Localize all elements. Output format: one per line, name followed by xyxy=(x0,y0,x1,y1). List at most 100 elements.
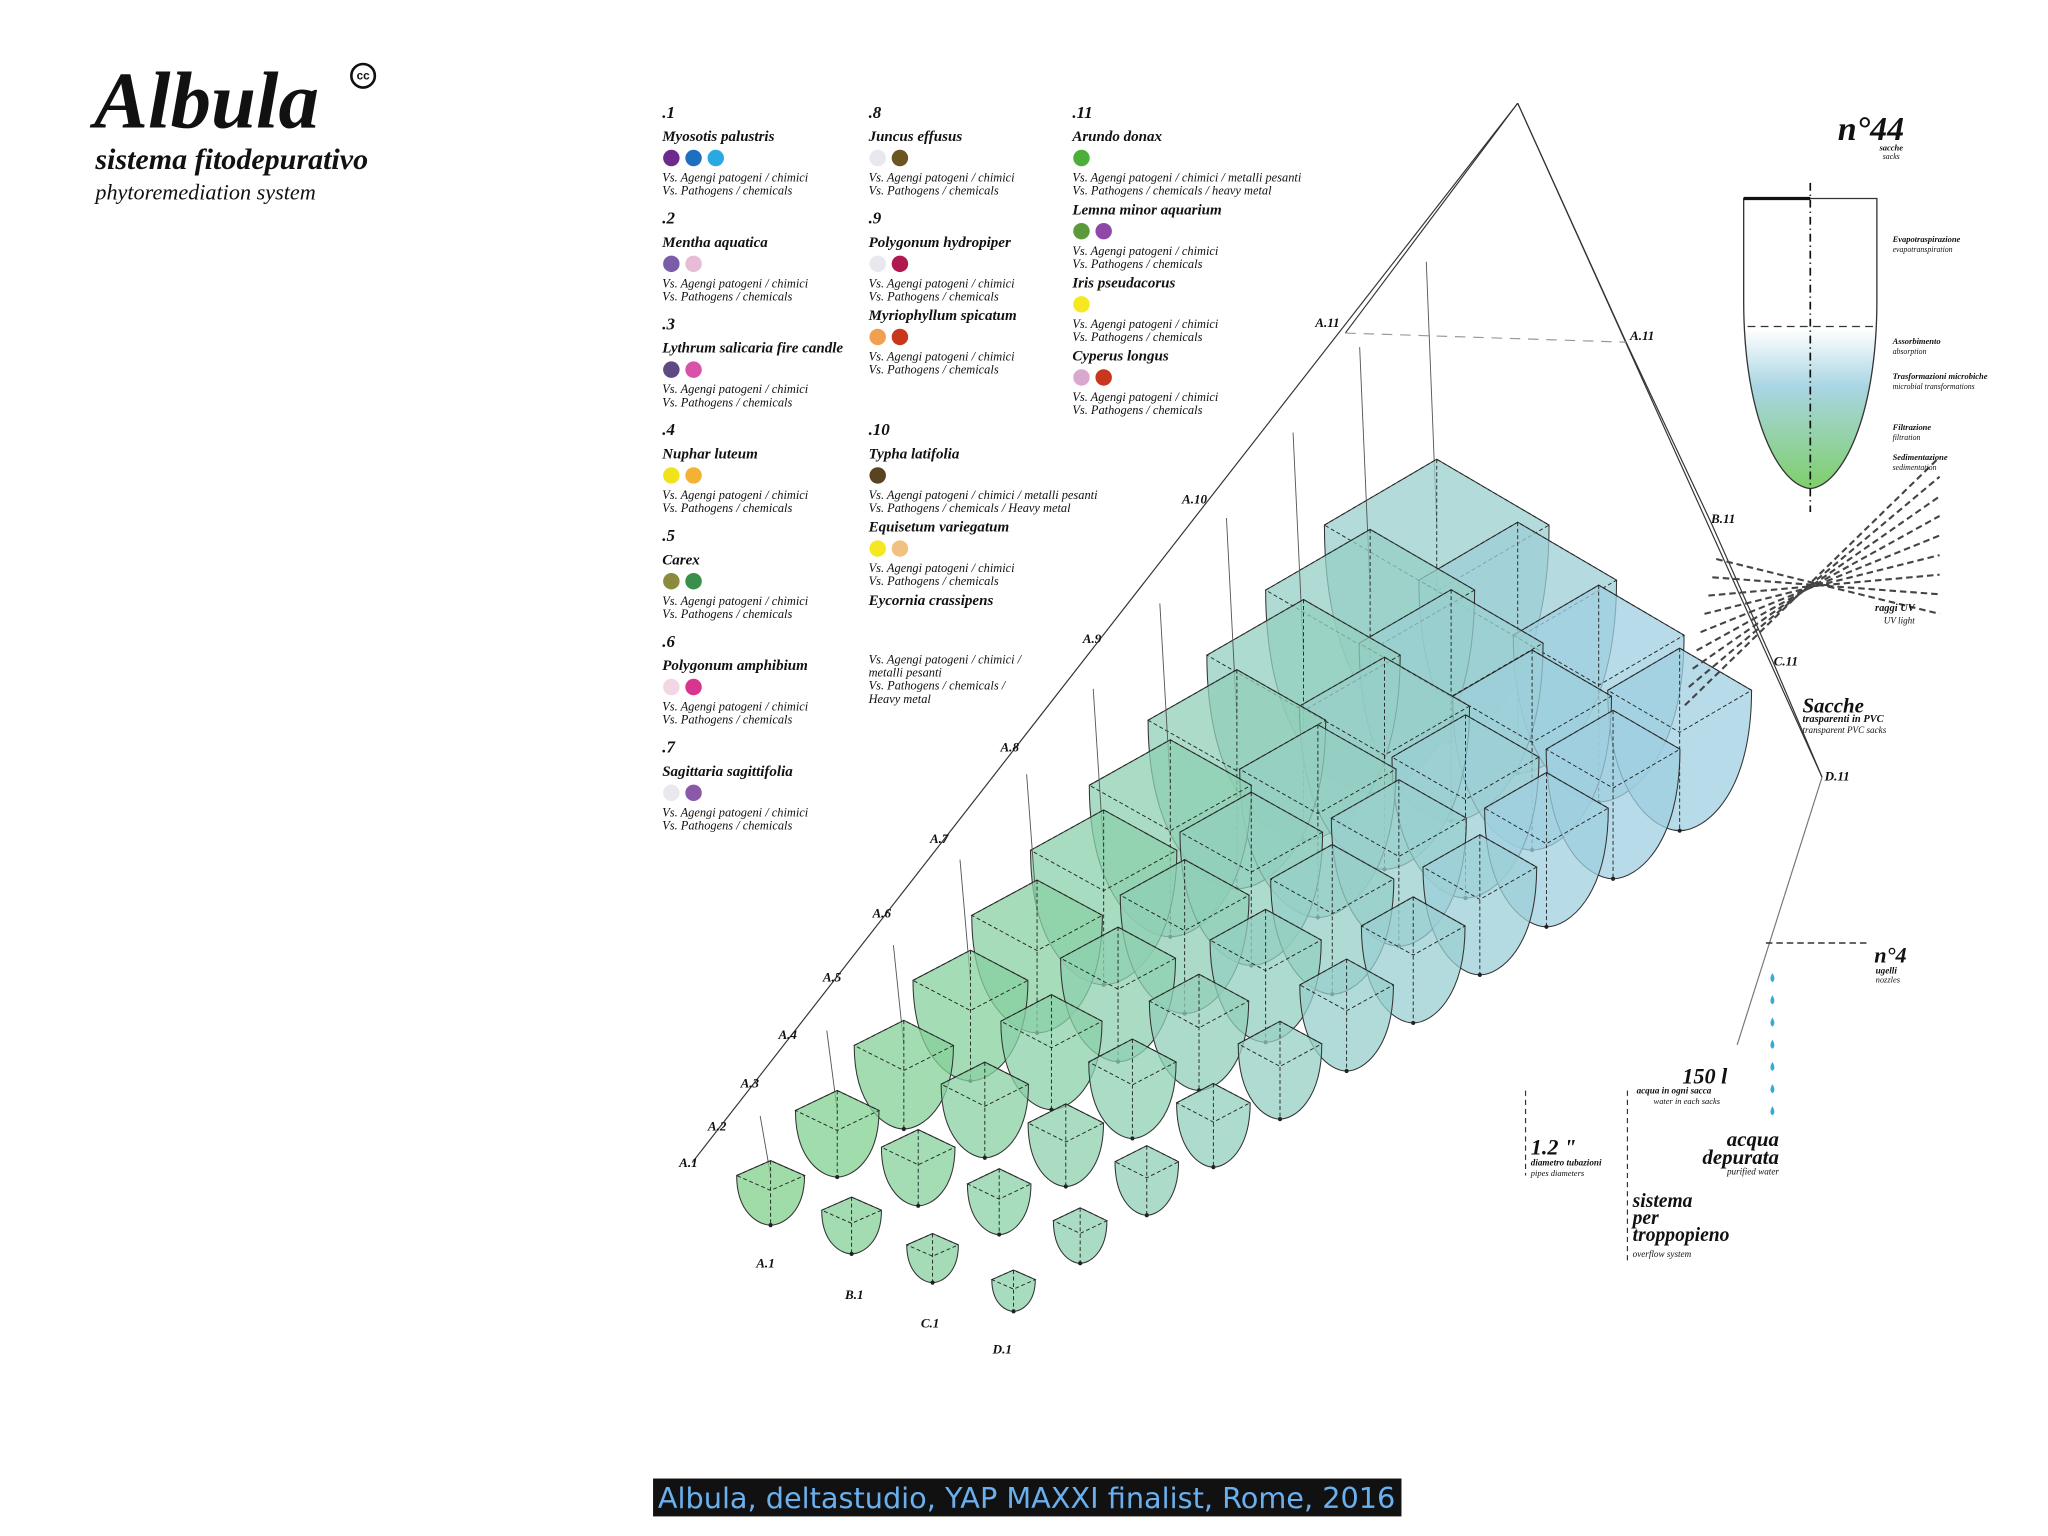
sack-rim xyxy=(1298,958,1395,1072)
sack-rim xyxy=(966,1168,1033,1235)
sack-rim xyxy=(1606,647,1753,831)
sack-rim xyxy=(990,1269,1037,1312)
stage-it: Evapotraspirazione xyxy=(1892,234,1961,244)
row-label: A.5 xyxy=(822,969,842,984)
water-drop xyxy=(1770,1061,1775,1072)
species-name: Sagittaria sagittifolia xyxy=(662,764,793,780)
species-note: Vs. Pathogens / chemicals xyxy=(1072,403,1202,417)
guide-line xyxy=(1773,663,1823,778)
sack-valve xyxy=(916,1203,921,1208)
sack-valve xyxy=(1277,1116,1283,1122)
sack-valve xyxy=(1130,1136,1135,1141)
subtitle-en: phytoremediation system xyxy=(93,180,315,205)
species-color xyxy=(663,361,680,378)
stage-it: Filtrazione xyxy=(1892,422,1932,432)
species-note: Vs. Agengi patogeni / chimici xyxy=(662,805,809,819)
species-color xyxy=(891,328,909,346)
species-note: Vs. Pathogens / chemicals xyxy=(662,713,792,727)
cc-text: cc xyxy=(357,69,371,82)
species-color xyxy=(663,678,680,696)
caption-box xyxy=(653,1478,1402,1517)
species-note: Vs. Pathogens / chemicals xyxy=(869,289,999,303)
species-name: Myosotis palustris xyxy=(661,129,774,145)
legend-number: .2 xyxy=(662,209,675,228)
row-label: D.1 xyxy=(992,1342,1012,1357)
water-drop xyxy=(1770,1084,1775,1094)
sack-rim xyxy=(1113,1145,1180,1216)
sack-rim xyxy=(1052,1207,1108,1264)
species-name: Nuphar luteum xyxy=(661,447,758,463)
species-note: Vs. Agengi patogeni / chimici / metalli … xyxy=(869,488,1099,502)
annotation: 1.2 " xyxy=(1531,1134,1577,1159)
species-note: metalli pesanti xyxy=(869,666,943,680)
annotation: 150 l xyxy=(1682,1064,1728,1089)
species-name: Juncus effusus xyxy=(868,129,963,145)
annotation: ugelli xyxy=(1876,965,1898,975)
legend-number: .4 xyxy=(662,420,675,439)
species-name: Carex xyxy=(662,552,700,568)
species-note: Vs. Agengi patogeni / chimici xyxy=(869,276,1016,290)
species-note: Vs. Pathogens / chemicals xyxy=(662,501,792,515)
annotation: water in each sacks xyxy=(1654,1096,1721,1106)
species-note: Vs. Pathogens / chemicals xyxy=(1072,257,1202,271)
guide-line xyxy=(1712,576,1940,596)
stage-it: Sedimentazione xyxy=(1893,452,1948,462)
row-label: C.1 xyxy=(921,1316,940,1331)
species-note: Vs. Pathogens / chemicals / Heavy metal xyxy=(869,501,1072,515)
species-color xyxy=(1073,296,1090,313)
species-note: Vs. Agengi patogeni / chimici / xyxy=(869,653,1023,667)
sack-rim xyxy=(1148,973,1250,1091)
species-color xyxy=(1095,222,1112,240)
annotation: overflow system xyxy=(1633,1249,1692,1259)
species-color xyxy=(663,784,680,802)
annotation: depurata xyxy=(1702,1145,1779,1169)
annotation: Sacche xyxy=(1802,693,1863,717)
sack-rim xyxy=(1027,1103,1105,1187)
species-name: Typha latifolia xyxy=(869,447,960,463)
stage-en: sedimentation xyxy=(1893,463,1937,472)
sack-count-it: sacche xyxy=(1878,143,1903,153)
guide-line xyxy=(1736,776,1823,1046)
guide-line xyxy=(1692,495,1941,670)
water-drop xyxy=(1770,995,1775,1005)
guide-line xyxy=(1344,102,1519,334)
species-color xyxy=(663,467,680,484)
legend-number: .6 xyxy=(662,632,675,651)
guide-line xyxy=(1688,475,1941,688)
row-label: A.2 xyxy=(707,1118,727,1133)
species-note: Vs. Pathogens / chemicals / heavy metal xyxy=(1072,184,1272,198)
species-note: Vs. Agengi patogeni / chimici xyxy=(869,350,1016,364)
stage-en: filtration xyxy=(1893,433,1921,442)
sack-rim xyxy=(1545,709,1681,879)
species-note: Vs. Pathogens / chemicals xyxy=(869,184,999,198)
species-note: Vs. Pathogens / chemicals / xyxy=(869,679,1007,693)
sack-rim xyxy=(911,949,1029,1081)
species-color xyxy=(891,540,909,557)
species-color xyxy=(1073,222,1090,240)
species-color xyxy=(707,149,724,167)
species-color xyxy=(685,784,702,802)
sack xyxy=(880,1129,956,1207)
cc-badge xyxy=(350,62,377,89)
species-name: Myriophyllum spicatum xyxy=(868,308,1017,324)
species-note: Vs. Agengi patogeni / chimici xyxy=(662,594,809,608)
sack-valve xyxy=(930,1280,935,1285)
row-label: B.11 xyxy=(1710,511,1735,526)
sack-count: n°44 xyxy=(1838,111,1904,148)
species-note: Vs. Agengi patogeni / chimici / metalli … xyxy=(1072,171,1302,185)
guide-line xyxy=(1684,456,1941,707)
species-color xyxy=(869,255,886,273)
water-drop xyxy=(1770,1106,1775,1116)
sack-valve xyxy=(835,1174,840,1180)
sack-rim xyxy=(905,1233,960,1283)
sack-valve xyxy=(1063,1184,1068,1189)
species-color xyxy=(685,678,702,696)
sack-rim xyxy=(1119,859,1250,1014)
species-name: Equisetum variegatum xyxy=(868,520,1010,536)
sack-valve xyxy=(982,1155,987,1160)
sack-valve xyxy=(849,1251,854,1256)
stage-en: evapotranspiration xyxy=(1893,245,1953,254)
row-label: A.7 xyxy=(929,831,949,846)
sack-rim xyxy=(735,1160,806,1226)
sack-rim xyxy=(1175,1082,1252,1168)
